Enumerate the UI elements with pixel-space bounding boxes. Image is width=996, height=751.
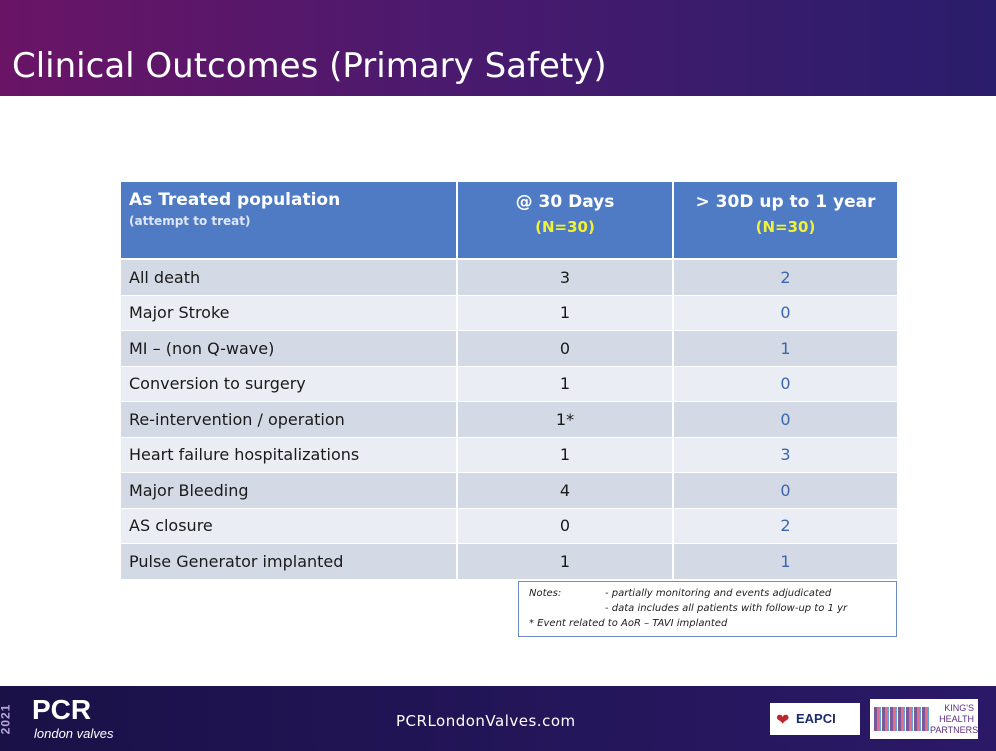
header-1-year-title: > 30D up to 1 year [695, 192, 876, 212]
kings-health-partners-logo: KING'S HEALTH PARTNERS [870, 699, 978, 739]
row-label: AS closure [121, 508, 458, 544]
notes-box: Notes: - partially monitoring and events… [518, 581, 897, 637]
table-row: MI – (non Q-wave) 0 1 [121, 331, 897, 367]
khp-line-2: HEALTH [939, 714, 974, 724]
khp-line-1: KING'S [944, 703, 974, 713]
header-30-days-title: @ 30 Days [515, 192, 615, 212]
row-30-days-value: 0 [458, 508, 674, 544]
table-row: Major Bleeding 4 0 [121, 473, 897, 509]
table-row: AS closure 0 2 [121, 508, 897, 544]
row-label: Pulse Generator implanted [121, 544, 458, 580]
row-label: All death [121, 260, 458, 296]
row-30-days-value: 4 [458, 473, 674, 509]
header-population-title: As Treated population [129, 190, 341, 210]
footer-bar: 2021 PCR london valves PCRLondonValves.c… [0, 686, 996, 751]
row-label: Major Stroke [121, 295, 458, 331]
notes-label: Notes: [529, 588, 562, 599]
row-label: Major Bleeding [121, 473, 458, 509]
row-1-year-value: 1 [674, 331, 897, 367]
header-1-year-n: (N=30) [755, 218, 816, 236]
table-row: Re-intervention / operation 1* 0 [121, 402, 897, 438]
row-1-year-value: 2 [674, 260, 897, 296]
notes-line-2: - data includes all patients with follow… [605, 603, 848, 614]
title-bar: Clinical Outcomes (Primary Safety) [0, 0, 996, 96]
table-row: Pulse Generator implanted 1 1 [121, 544, 897, 580]
table-row: Heart failure hospitalizations 1 3 [121, 437, 897, 473]
event-year: 2021 [0, 694, 18, 744]
row-1-year-value: 0 [674, 366, 897, 402]
row-30-days-value: 0 [458, 331, 674, 367]
row-30-days-value: 1 [458, 544, 674, 580]
row-30-days-value: 1* [458, 402, 674, 438]
table-header-row: As Treated population (attempt to treat)… [121, 182, 897, 260]
row-1-year-value: 1 [674, 544, 897, 580]
khp-stripes-icon [874, 707, 930, 731]
khp-logo-text: KING'S HEALTH PARTNERS [930, 703, 979, 736]
footer-url: PCRLondonValves.com [396, 712, 576, 730]
row-30-days-value: 3 [458, 260, 674, 296]
table-row: All death 3 2 [121, 260, 897, 296]
header-30-days: @ 30 Days (N=30) [458, 182, 674, 260]
notes-footnote: * Event related to AoR – TAVI implanted [529, 618, 728, 629]
row-label: Re-intervention / operation [121, 402, 458, 438]
eapci-logo: ❤ EAPCI [770, 703, 860, 735]
outcomes-table: As Treated population (attempt to treat)… [121, 182, 897, 580]
notes-line-1: - partially monitoring and events adjudi… [605, 588, 832, 599]
row-1-year-value: 0 [674, 295, 897, 331]
row-1-year-value: 3 [674, 437, 897, 473]
event-year-text: 2021 [0, 703, 13, 735]
row-30-days-value: 1 [458, 295, 674, 331]
row-1-year-value: 0 [674, 402, 897, 438]
header-30-days-n: (N=30) [535, 218, 595, 236]
header-population: As Treated population (attempt to treat) [121, 182, 458, 260]
row-label: Heart failure hospitalizations [121, 437, 458, 473]
row-30-days-value: 1 [458, 437, 674, 473]
pcr-logo-subtitle: london valves [34, 726, 114, 741]
row-1-year-value: 2 [674, 508, 897, 544]
eapci-logo-text: EAPCI [796, 711, 836, 726]
pcr-logo: PCR [32, 694, 92, 725]
table-row: Major Stroke 1 0 [121, 295, 897, 331]
slide-title: Clinical Outcomes (Primary Safety) [12, 46, 607, 86]
header-population-note: (attempt to treat) [129, 214, 251, 228]
row-1-year-value: 0 [674, 473, 897, 509]
header-1-year: > 30D up to 1 year (N=30) [674, 182, 897, 260]
khp-line-3: PARTNERS [930, 725, 979, 735]
heart-icon: ❤ [776, 712, 790, 729]
row-label: Conversion to surgery [121, 366, 458, 402]
row-label: MI – (non Q-wave) [121, 331, 458, 367]
row-30-days-value: 1 [458, 366, 674, 402]
table-row: Conversion to surgery 1 0 [121, 366, 897, 402]
